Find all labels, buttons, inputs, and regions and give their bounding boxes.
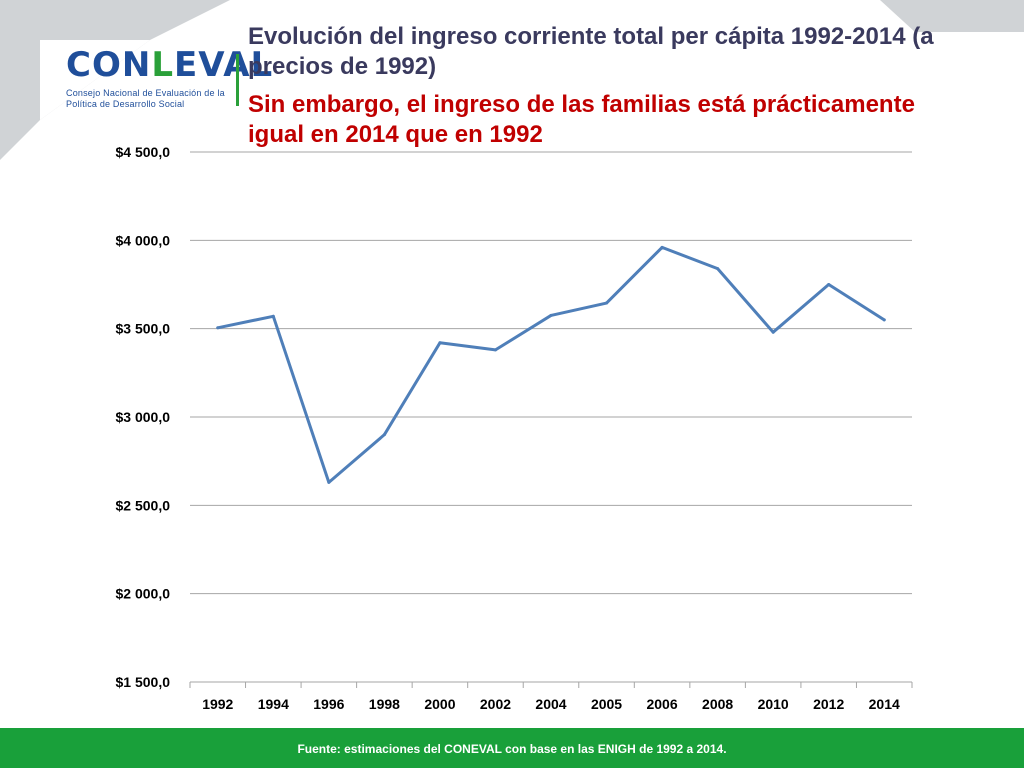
data-point xyxy=(827,283,831,286)
logo-word-part: EVAL xyxy=(173,45,274,85)
top-left-inner-shape xyxy=(40,40,150,120)
x-tick-label: 2010 xyxy=(758,696,789,712)
x-tick-label: 1996 xyxy=(313,696,344,712)
logo-word-part: CON xyxy=(66,45,152,85)
data-point xyxy=(327,480,331,484)
y-tick-label: $4 000,0 xyxy=(116,232,171,248)
x-tick-label: 2002 xyxy=(480,696,511,712)
logo-wordmark: CONLEVAL xyxy=(66,46,273,84)
series-line xyxy=(216,245,886,484)
y-tick-label: $3 000,0 xyxy=(116,409,171,425)
x-axis: 1992 1994 1996 1998 2000 2002 2004 2005 2006 2008… xyxy=(189,681,913,712)
y-tick-label: $2 000,0 xyxy=(116,586,171,602)
x-tick-label: 1998 xyxy=(369,696,400,712)
data-point xyxy=(549,313,553,317)
y-tick-label: $4 500,0 xyxy=(116,144,171,160)
x-tick-label: 1992 xyxy=(202,696,233,712)
slide-subtitle: Sin embargo, el ingreso de las familias … xyxy=(248,91,915,148)
data-point xyxy=(771,330,775,334)
grid-lines xyxy=(190,151,912,595)
coneval-logo: CONLEVAL Consejo Nacional de Evaluación … xyxy=(62,46,272,116)
data-point xyxy=(882,318,886,322)
data-point xyxy=(438,341,442,345)
x-tick-label: 2012 xyxy=(813,696,844,712)
data-point xyxy=(216,326,220,330)
series-income xyxy=(216,245,886,484)
x-tick-label: 2000 xyxy=(424,696,455,712)
y-axis-tick-labels: $4 500,0 $4 000,0 $3 500,0 $3 000,0 $2 500,0… xyxy=(116,144,171,690)
x-tick-label: 2008 xyxy=(702,696,733,712)
x-tick-label: 2004 xyxy=(535,696,566,712)
data-point xyxy=(493,348,497,352)
x-tick-label: 1994 xyxy=(258,696,289,712)
y-tick-label: $2 500,0 xyxy=(116,497,171,513)
logo-word-accent: L xyxy=(151,45,174,85)
header-divider xyxy=(236,54,239,106)
source-note: Fuente: estimaciones del CONEVAL con bas… xyxy=(297,742,727,756)
source-footer: Fuente: estimaciones del CONEVAL con bas… xyxy=(0,728,1024,768)
data-point xyxy=(382,433,386,437)
logo-tagline: Consejo Nacional de Evaluación de la Pol… xyxy=(66,88,225,109)
data-point xyxy=(271,314,275,318)
slide-title: Evolución del ingreso corriente total pe… xyxy=(248,23,934,80)
income-line-chart: $4 500,0 $4 000,0 $3 500,0 $3 000,0 $2 500,0… xyxy=(116,144,913,712)
data-point xyxy=(605,301,609,305)
y-tick-label: $3 500,0 xyxy=(116,321,171,337)
x-tick-label: 2005 xyxy=(591,696,622,712)
top-right-corner-shape xyxy=(880,0,1024,32)
x-tick-label: 2014 xyxy=(869,696,900,712)
y-tick-label: $1 500,0 xyxy=(116,674,171,690)
x-tick-label: 2006 xyxy=(646,696,677,712)
data-point xyxy=(716,267,720,271)
data-point xyxy=(660,245,664,249)
